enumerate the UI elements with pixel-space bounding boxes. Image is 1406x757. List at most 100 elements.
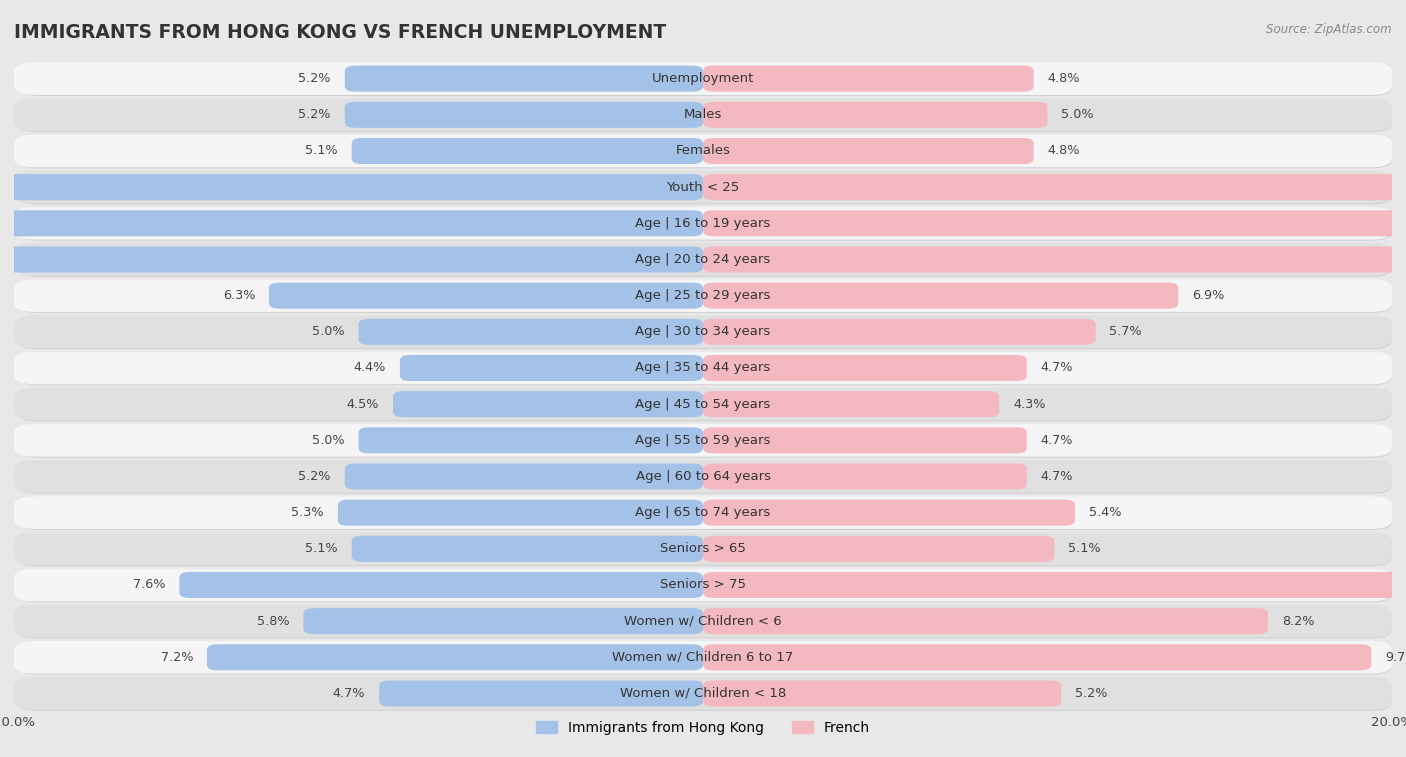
Text: Age | 25 to 29 years: Age | 25 to 29 years	[636, 289, 770, 302]
FancyBboxPatch shape	[703, 210, 1406, 236]
Text: Source: ZipAtlas.com: Source: ZipAtlas.com	[1267, 23, 1392, 36]
FancyBboxPatch shape	[703, 608, 1268, 634]
FancyBboxPatch shape	[14, 352, 1392, 385]
Text: Seniors > 65: Seniors > 65	[659, 542, 747, 556]
Text: Age | 35 to 44 years: Age | 35 to 44 years	[636, 362, 770, 375]
FancyBboxPatch shape	[14, 171, 1392, 204]
Text: Females: Females	[675, 145, 731, 157]
FancyBboxPatch shape	[14, 243, 1392, 276]
FancyBboxPatch shape	[14, 569, 1392, 601]
FancyBboxPatch shape	[703, 644, 1371, 671]
FancyBboxPatch shape	[14, 135, 1392, 167]
Text: 5.2%: 5.2%	[298, 470, 330, 483]
FancyBboxPatch shape	[352, 536, 703, 562]
FancyBboxPatch shape	[14, 533, 1392, 565]
FancyBboxPatch shape	[380, 681, 703, 706]
Text: 5.2%: 5.2%	[298, 72, 330, 85]
FancyBboxPatch shape	[14, 98, 1392, 131]
FancyBboxPatch shape	[180, 572, 703, 598]
FancyBboxPatch shape	[17, 570, 1392, 603]
Text: 4.7%: 4.7%	[1040, 470, 1073, 483]
Text: 9.7%: 9.7%	[1385, 651, 1406, 664]
Text: 6.9%: 6.9%	[1192, 289, 1225, 302]
Text: 4.7%: 4.7%	[333, 687, 366, 700]
FancyBboxPatch shape	[17, 606, 1392, 638]
FancyBboxPatch shape	[17, 100, 1392, 132]
FancyBboxPatch shape	[337, 500, 703, 525]
FancyBboxPatch shape	[14, 460, 1392, 493]
FancyBboxPatch shape	[17, 678, 1392, 711]
FancyBboxPatch shape	[359, 319, 703, 345]
Text: Age | 60 to 64 years: Age | 60 to 64 years	[636, 470, 770, 483]
FancyBboxPatch shape	[14, 279, 1392, 312]
FancyBboxPatch shape	[17, 245, 1392, 277]
FancyBboxPatch shape	[17, 316, 1392, 349]
FancyBboxPatch shape	[703, 319, 1095, 345]
FancyBboxPatch shape	[17, 497, 1392, 530]
FancyBboxPatch shape	[344, 101, 703, 128]
Text: Women w/ Children < 18: Women w/ Children < 18	[620, 687, 786, 700]
Text: Males: Males	[683, 108, 723, 121]
FancyBboxPatch shape	[352, 138, 703, 164]
FancyBboxPatch shape	[703, 463, 1026, 490]
Text: Women w/ Children < 6: Women w/ Children < 6	[624, 615, 782, 628]
Text: 5.3%: 5.3%	[291, 506, 325, 519]
Text: Age | 45 to 54 years: Age | 45 to 54 years	[636, 397, 770, 410]
FancyBboxPatch shape	[0, 174, 703, 200]
Text: 7.2%: 7.2%	[160, 651, 193, 664]
Text: 5.7%: 5.7%	[1109, 326, 1142, 338]
Text: Youth < 25: Youth < 25	[666, 181, 740, 194]
FancyBboxPatch shape	[703, 282, 1178, 309]
FancyBboxPatch shape	[17, 136, 1392, 168]
FancyBboxPatch shape	[703, 391, 1000, 417]
FancyBboxPatch shape	[14, 388, 1392, 420]
Legend: Immigrants from Hong Kong, French: Immigrants from Hong Kong, French	[530, 715, 876, 740]
Text: IMMIGRANTS FROM HONG KONG VS FRENCH UNEMPLOYMENT: IMMIGRANTS FROM HONG KONG VS FRENCH UNEM…	[14, 23, 666, 42]
FancyBboxPatch shape	[17, 208, 1392, 241]
FancyBboxPatch shape	[17, 389, 1392, 422]
FancyBboxPatch shape	[703, 138, 1033, 164]
FancyBboxPatch shape	[17, 353, 1392, 385]
FancyBboxPatch shape	[0, 247, 703, 273]
FancyBboxPatch shape	[703, 174, 1406, 200]
FancyBboxPatch shape	[17, 64, 1392, 96]
Text: 4.4%: 4.4%	[354, 362, 387, 375]
FancyBboxPatch shape	[207, 644, 703, 671]
Text: 5.2%: 5.2%	[1076, 687, 1108, 700]
Text: Age | 65 to 74 years: Age | 65 to 74 years	[636, 506, 770, 519]
FancyBboxPatch shape	[17, 280, 1392, 313]
FancyBboxPatch shape	[344, 66, 703, 92]
FancyBboxPatch shape	[17, 172, 1392, 204]
FancyBboxPatch shape	[359, 427, 703, 453]
Text: 4.7%: 4.7%	[1040, 434, 1073, 447]
FancyBboxPatch shape	[17, 425, 1392, 458]
FancyBboxPatch shape	[17, 534, 1392, 566]
FancyBboxPatch shape	[14, 316, 1392, 348]
FancyBboxPatch shape	[703, 500, 1076, 525]
FancyBboxPatch shape	[14, 678, 1392, 710]
FancyBboxPatch shape	[304, 608, 703, 634]
FancyBboxPatch shape	[703, 536, 1054, 562]
Text: 5.0%: 5.0%	[1062, 108, 1094, 121]
Text: 4.3%: 4.3%	[1012, 397, 1046, 410]
Text: 4.8%: 4.8%	[1047, 72, 1080, 85]
FancyBboxPatch shape	[269, 282, 703, 309]
FancyBboxPatch shape	[0, 210, 703, 236]
Text: 4.8%: 4.8%	[1047, 145, 1080, 157]
FancyBboxPatch shape	[703, 572, 1406, 598]
FancyBboxPatch shape	[14, 207, 1392, 239]
Text: 5.4%: 5.4%	[1088, 506, 1122, 519]
Text: 5.8%: 5.8%	[257, 615, 290, 628]
FancyBboxPatch shape	[394, 391, 703, 417]
Text: Age | 20 to 24 years: Age | 20 to 24 years	[636, 253, 770, 266]
FancyBboxPatch shape	[703, 355, 1026, 381]
Text: 4.7%: 4.7%	[1040, 362, 1073, 375]
Text: Women w/ Children 6 to 17: Women w/ Children 6 to 17	[613, 651, 793, 664]
FancyBboxPatch shape	[17, 461, 1392, 494]
FancyBboxPatch shape	[703, 66, 1033, 92]
FancyBboxPatch shape	[14, 605, 1392, 637]
Text: 5.1%: 5.1%	[305, 145, 337, 157]
Text: 7.6%: 7.6%	[134, 578, 166, 591]
FancyBboxPatch shape	[703, 101, 1047, 128]
Text: 5.0%: 5.0%	[312, 326, 344, 338]
